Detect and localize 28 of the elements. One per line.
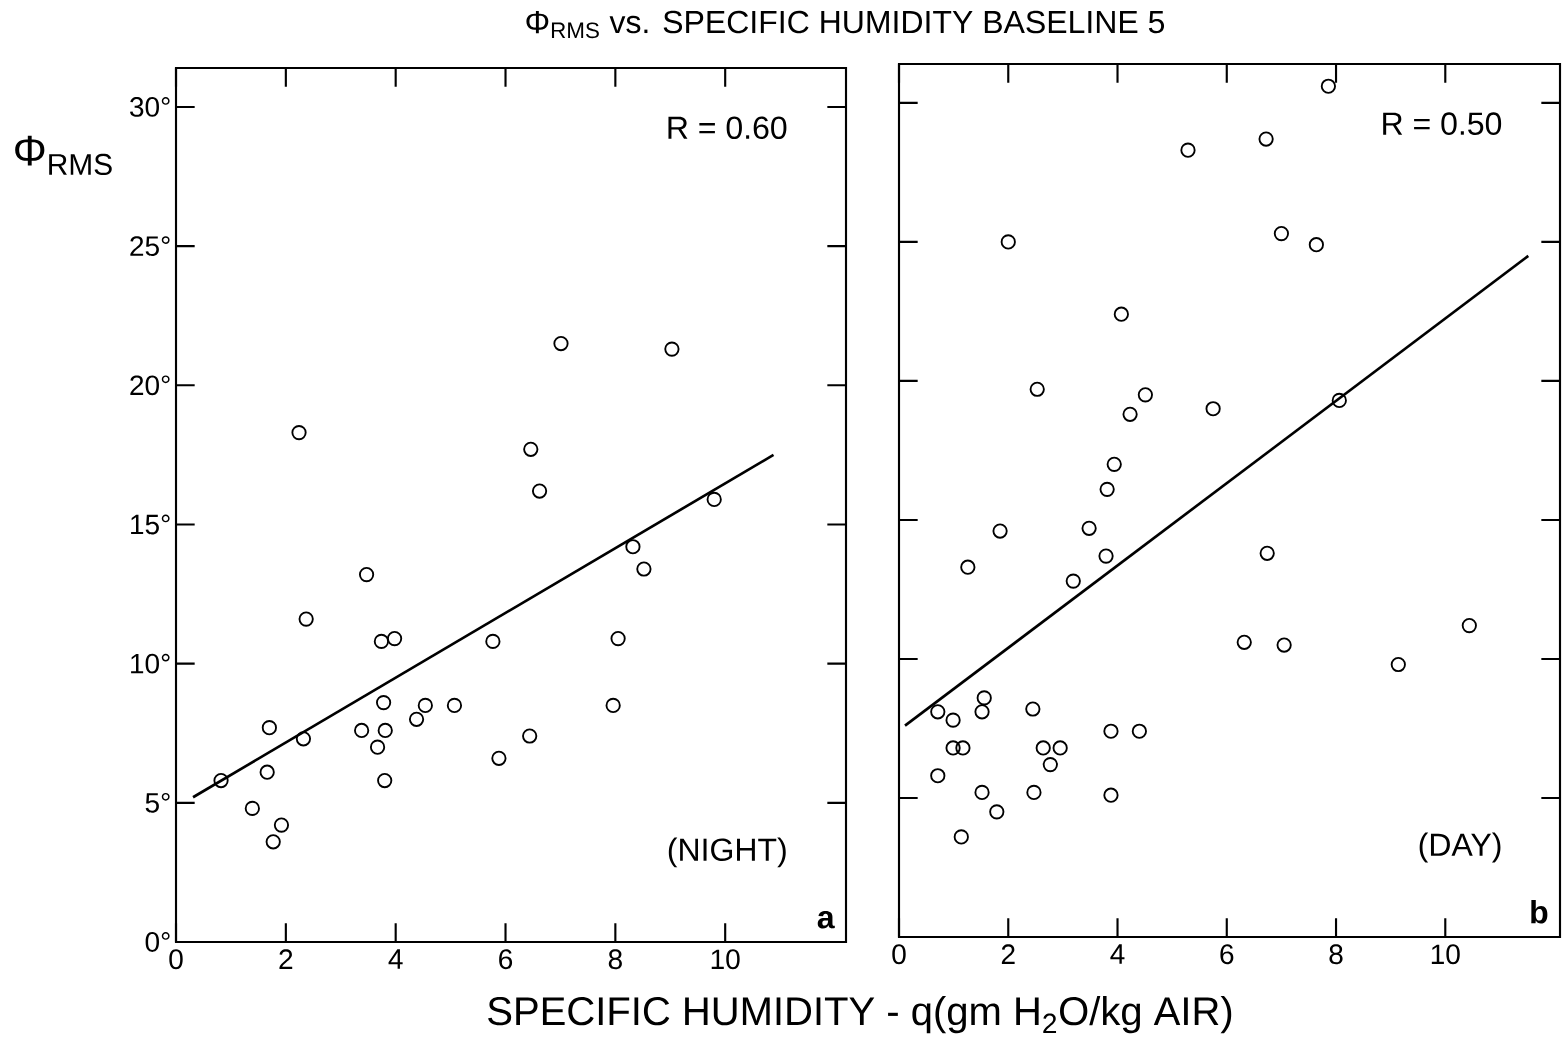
y-tick-label: 30° — [130, 97, 170, 117]
x-axis-title: SPECIFIC HUMIDITY - q(gm H$_{2}$O/kg AIR) — [488, 995, 1232, 1034]
y-tick-label: 0° — [145, 932, 170, 952]
y-axis-title: Φ$_{RMS}$ — [15, 135, 112, 175]
annotation: b — [1531, 900, 1548, 924]
x-tick-label: 4 — [388, 949, 403, 969]
annotation: a — [817, 911, 835, 929]
y-tick-label: 20° — [130, 375, 170, 396]
x-tick-label: 6 — [1220, 944, 1234, 965]
x-tick-label: 10 — [1431, 944, 1460, 965]
x-tick-label: 4 — [1110, 944, 1125, 964]
annotation: R = 0.60 — [668, 116, 787, 140]
y-tick-label: 25° — [130, 236, 170, 257]
y-tick-label: 10° — [131, 653, 170, 674]
x-tick-label: 0 — [169, 949, 183, 970]
annotation: (NIGHT) — [668, 837, 786, 868]
annotation: (DAY) — [1419, 832, 1501, 863]
y-tick-label: 5° — [145, 792, 170, 813]
x-tick-label: 2 — [279, 949, 293, 969]
x-tick-label: 6 — [499, 949, 513, 970]
x-tick-label: 8 — [608, 949, 622, 970]
x-tick-label: 0 — [892, 944, 906, 965]
x-tick-label: 10 — [711, 949, 740, 970]
annotation: R = 0.50 — [1383, 112, 1502, 136]
x-tick-label: 8 — [1329, 944, 1343, 965]
chart-title: Φ$_{RMS}$ vs. SPECIFIC HUMIDITY BASELINE 5 — [526, 10, 1165, 39]
x-tick-label: 2 — [1001, 944, 1015, 964]
y-tick-label: 15° — [131, 514, 170, 535]
